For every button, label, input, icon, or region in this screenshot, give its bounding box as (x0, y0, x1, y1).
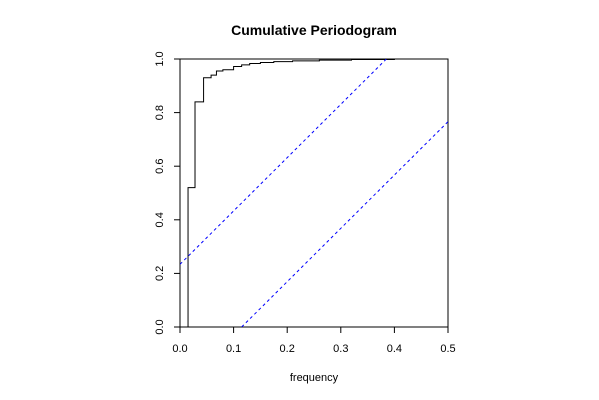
chart-title: Cumulative Periodogram (231, 22, 397, 38)
x-tick-label: 0.2 (280, 343, 295, 355)
y-tick-label: 0.2 (154, 266, 166, 281)
x-tick-label: 0.1 (226, 343, 241, 355)
confidence-band-line (241, 121, 448, 327)
x-tick-label: 0.0 (172, 343, 187, 355)
series-layer (180, 59, 448, 327)
x-tick-label: 0.4 (387, 343, 402, 355)
x-axis-label: frequency (290, 372, 339, 384)
plot-frame (179, 58, 449, 328)
y-tick-label: 0.0 (154, 319, 166, 334)
x-axis: 0.0 0.1 0.2 0.3 0.4 0.5 (172, 327, 456, 355)
cumulative-periodogram-line (187, 59, 448, 327)
y-tick-label: 0.6 (154, 159, 166, 174)
y-tick-label: 0.4 (154, 212, 166, 227)
x-tick-label: 0.5 (440, 343, 455, 355)
y-tick-label: 1.0 (154, 51, 166, 66)
confidence-band-line (180, 59, 387, 265)
x-tick-label: 0.3 (333, 343, 348, 355)
y-tick-label: 0.8 (154, 105, 166, 120)
y-axis: 0.0 0.2 0.4 0.6 0.8 1.0 (154, 51, 180, 335)
